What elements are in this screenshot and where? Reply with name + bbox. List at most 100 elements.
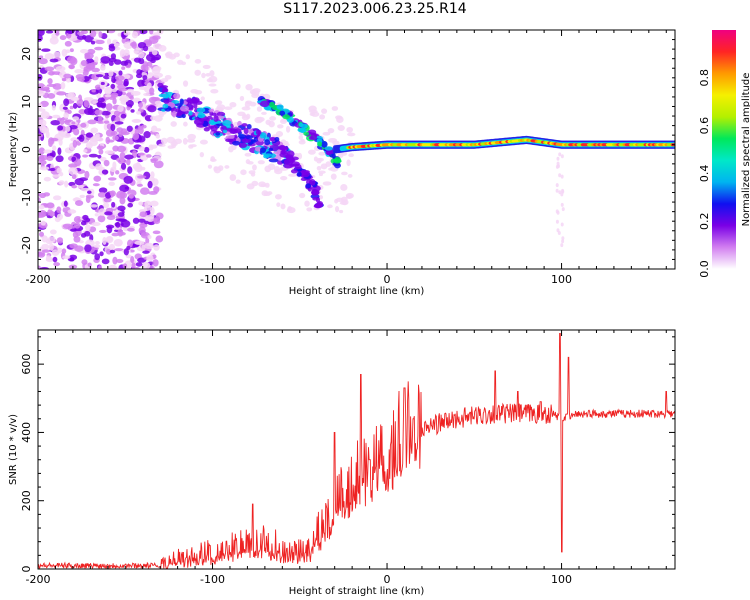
noise-cell — [61, 77, 67, 82]
noise-cell — [120, 113, 127, 119]
noise-cell — [152, 230, 161, 235]
noise-cell — [104, 94, 112, 98]
noise-cell — [93, 244, 101, 248]
noise-cell — [143, 146, 150, 153]
noise-cell — [104, 150, 115, 155]
noise-cell — [97, 115, 103, 123]
noise-cell — [45, 255, 51, 261]
noise-cell — [149, 87, 155, 95]
noise-cell — [120, 60, 129, 66]
noise-cell — [123, 78, 129, 87]
noise-cell — [72, 102, 78, 109]
upper-branch-cell — [186, 99, 196, 104]
noise-cell — [83, 149, 88, 153]
noise-cell — [74, 158, 82, 167]
noise-cell — [76, 98, 84, 107]
noise-cell — [123, 227, 129, 232]
noise-cell — [111, 232, 120, 237]
noise-cell — [119, 197, 126, 205]
halo-cell — [280, 176, 288, 181]
noise-cell — [44, 66, 55, 72]
halo-cell — [318, 157, 324, 162]
noise-cell — [130, 90, 141, 96]
noise-cell — [147, 105, 157, 113]
noise-cell — [112, 135, 119, 141]
noise-cell — [122, 263, 128, 269]
noise-cell — [51, 71, 62, 75]
colorbar-bar — [712, 30, 736, 269]
halo-cell — [244, 101, 251, 108]
noise-cell — [38, 204, 45, 210]
halo-cell — [154, 100, 162, 105]
spectrogram-ytick-label: 0 — [20, 146, 33, 153]
noise-cell — [97, 154, 102, 159]
noise-cell — [71, 121, 76, 125]
noise-cell — [89, 226, 97, 233]
noise-cell — [132, 119, 141, 123]
noise-cell — [68, 167, 78, 176]
halo-cell — [237, 111, 246, 117]
halo-cell — [235, 83, 241, 90]
upper-branch-cell — [238, 142, 248, 148]
noise-cell — [64, 180, 69, 188]
halo-cell — [318, 151, 326, 156]
snr-xtick-label: 100 — [551, 573, 572, 586]
spectrogram-xtick-label: -100 — [200, 273, 225, 286]
halo-cell — [190, 88, 199, 94]
noise-cell — [89, 204, 98, 208]
halo-cell — [264, 165, 272, 173]
streak-cell — [561, 239, 565, 244]
halo-cell — [316, 165, 322, 171]
noise-cell — [49, 229, 57, 235]
upper-branch-cell — [180, 105, 190, 112]
noise-cell — [38, 30, 45, 36]
upper-branch-cell — [159, 85, 169, 89]
noise-cell — [141, 261, 151, 269]
noise-cell — [41, 48, 51, 52]
noise-cell — [147, 234, 152, 240]
halo-cell — [229, 101, 237, 108]
noise-cell — [110, 83, 116, 90]
noise-cell — [132, 217, 140, 224]
noise-cell — [115, 75, 125, 81]
noise-cell — [63, 73, 72, 79]
spectrogram-frame — [37, 29, 676, 270]
noise-cell — [38, 197, 41, 203]
noise-cell — [49, 210, 55, 217]
halo-cell — [283, 141, 289, 145]
snr-xtick-label: 0 — [384, 573, 391, 586]
halo-cell — [158, 113, 164, 118]
noise-cell — [111, 75, 117, 84]
halo-cell — [207, 164, 213, 169]
noise-cell — [146, 216, 155, 222]
noise-cell — [71, 174, 77, 180]
noise-cell — [139, 187, 150, 195]
noise-cell — [108, 57, 117, 62]
noise-cell — [117, 205, 126, 212]
halo-cell — [174, 138, 182, 145]
noise-cell — [119, 184, 130, 193]
halo-cell — [340, 184, 348, 191]
noise-cell — [138, 30, 148, 35]
noise-cell — [138, 52, 145, 59]
halo-cell — [335, 206, 340, 213]
upper-branch-cell — [163, 99, 170, 104]
streak-cell — [555, 209, 559, 214]
halo-cell — [202, 64, 211, 70]
halo-cell — [224, 165, 230, 169]
noise-cell — [65, 49, 71, 54]
noise-cell — [62, 223, 73, 229]
noise-cell — [136, 69, 143, 76]
noise-cell — [125, 99, 134, 107]
halo-cell — [318, 170, 326, 174]
snr-ytick-label: 400 — [20, 422, 33, 443]
noise-cell — [108, 264, 118, 269]
colorbar-tick-label: 0.4 — [698, 165, 711, 183]
halo-cell — [256, 106, 263, 112]
halo-cell — [276, 202, 281, 207]
noise-cell — [73, 215, 82, 223]
colorbar-tick-label: 0.8 — [698, 69, 711, 87]
noise-cell — [114, 248, 124, 252]
halo-cell — [299, 192, 306, 199]
